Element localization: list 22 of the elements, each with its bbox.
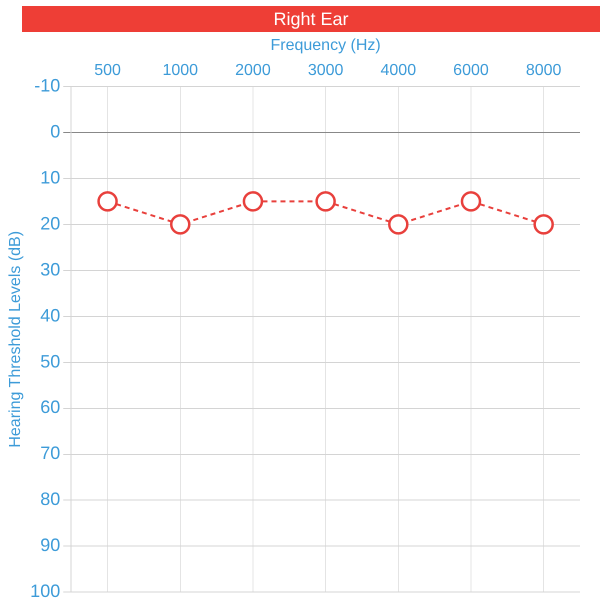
x-tick-label: 4000	[380, 62, 416, 80]
y-tick-label: 50	[40, 351, 60, 372]
x-axis-title: Frequency (Hz)	[270, 37, 381, 54]
chart-title: Right Ear	[22, 6, 600, 32]
y-tick-label: -10	[34, 75, 60, 96]
y-axis-title: Hearing Threshold Levels (dB)	[7, 230, 24, 448]
y-tick-label: 70	[40, 443, 60, 464]
y-tick-label: 40	[40, 305, 60, 326]
x-tick-label: 2000	[235, 62, 271, 80]
x-tick-label: 500	[94, 62, 122, 80]
x-tick-label: 6000	[453, 62, 489, 80]
x-tick-label: 1000	[162, 62, 198, 80]
y-tick-label: 30	[40, 259, 60, 280]
y-tick-label: 0	[50, 121, 60, 142]
y-tick-label: 20	[40, 213, 60, 234]
y-tick-label: 10	[40, 167, 60, 188]
y-tick-label: 100	[30, 581, 60, 602]
y-tick-label: 80	[40, 489, 60, 510]
x-tick-label: 3000	[308, 62, 344, 80]
x-tick-label: 8000	[526, 62, 562, 80]
y-tick-label: 60	[40, 397, 60, 418]
y-tick-label: 90	[40, 535, 60, 556]
